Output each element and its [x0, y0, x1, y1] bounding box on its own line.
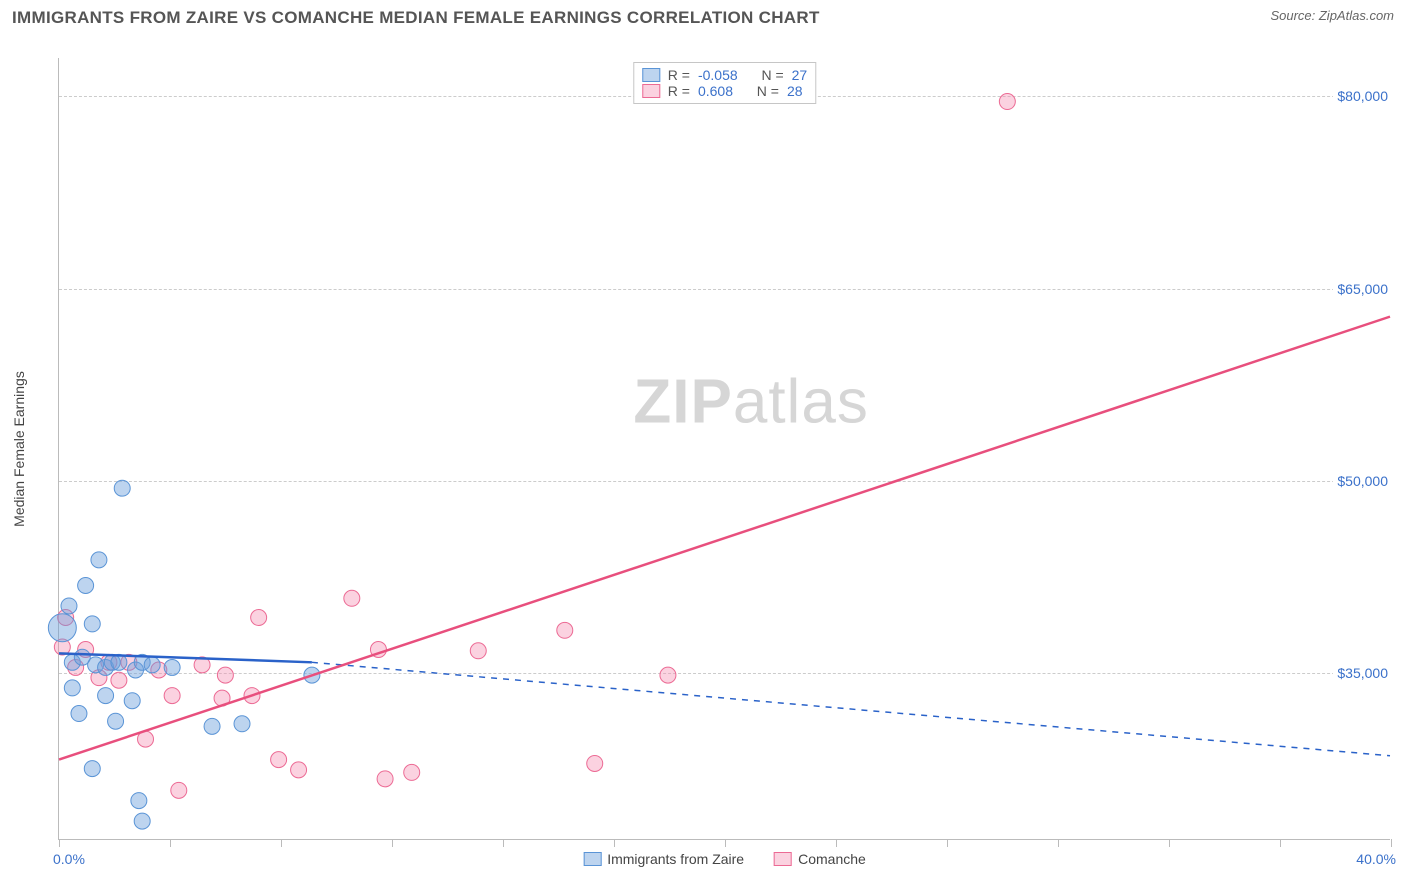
legend-bottom-pink: Comanche	[774, 851, 866, 867]
trend-lines	[59, 317, 1390, 760]
x-tick	[392, 839, 393, 847]
chart-title: IMMIGRANTS FROM ZAIRE VS COMANCHE MEDIAN…	[12, 8, 820, 28]
legend-top: R = -0.058 N = 27 R = 0.608 N = 28	[633, 62, 816, 104]
legend-swatch-pink	[642, 84, 660, 98]
legend-blue-n: 27	[792, 67, 808, 83]
y-axis-title: Median Female Earnings	[11, 371, 27, 527]
scatter-plot	[59, 58, 1390, 839]
legend-pink-n: 28	[787, 83, 803, 99]
source-label: Source: ZipAtlas.com	[1270, 8, 1394, 23]
legend-top-row-pink: R = 0.608 N = 28	[642, 83, 807, 99]
legend-r-label-2: R =	[668, 83, 690, 99]
legend-blue-r: -0.058	[698, 67, 738, 83]
title-bar: IMMIGRANTS FROM ZAIRE VS COMANCHE MEDIAN…	[0, 0, 1406, 34]
legend-bottom-blue: Immigrants from Zaire	[583, 851, 744, 867]
x-tick	[170, 839, 171, 847]
chart-area: Median Female Earnings ZIPatlas $35,000$…	[58, 58, 1390, 840]
x-tick	[947, 839, 948, 847]
x-tick	[1280, 839, 1281, 847]
x-axis-max-label: 40.0%	[1356, 851, 1396, 867]
x-tick	[614, 839, 615, 847]
x-tick	[1169, 839, 1170, 847]
x-tick	[503, 839, 504, 847]
legend-swatch-pink-2	[774, 852, 792, 866]
legend-swatch-blue	[642, 68, 660, 82]
x-tick	[725, 839, 726, 847]
pink-series-points	[54, 94, 1015, 799]
x-tick	[281, 839, 282, 847]
legend-top-row-blue: R = -0.058 N = 27	[642, 67, 807, 83]
x-tick	[59, 839, 60, 847]
x-tick	[1391, 839, 1392, 847]
x-tick	[1058, 839, 1059, 847]
legend-blue-name: Immigrants from Zaire	[607, 851, 744, 867]
legend-n-label-2: N =	[757, 83, 779, 99]
legend-n-label: N =	[761, 67, 783, 83]
legend-r-label: R =	[668, 67, 690, 83]
x-axis-min-label: 0.0%	[53, 851, 85, 867]
legend-pink-r: 0.608	[698, 83, 733, 99]
legend-pink-name: Comanche	[798, 851, 866, 867]
legend-swatch-blue-2	[583, 852, 601, 866]
x-tick	[836, 839, 837, 847]
legend-bottom: Immigrants from Zaire Comanche	[583, 851, 866, 867]
